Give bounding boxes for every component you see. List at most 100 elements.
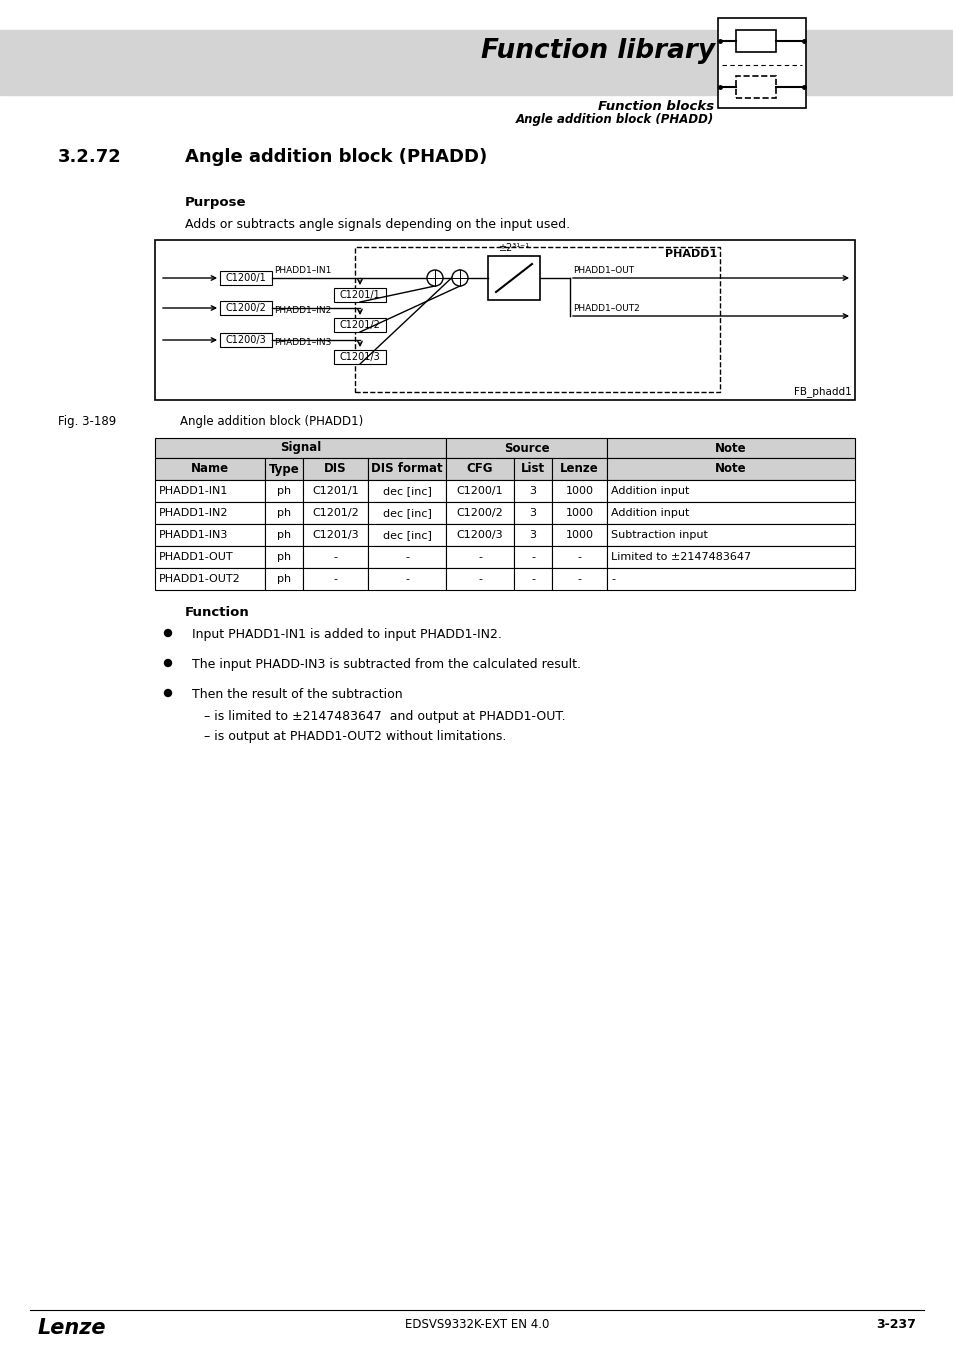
Text: Note: Note <box>715 463 746 475</box>
Text: C1200/3: C1200/3 <box>456 531 503 540</box>
Bar <box>265 502 303 524</box>
Text: 3.2.72: 3.2.72 <box>58 148 122 166</box>
Text: FB_phadd1: FB_phadd1 <box>794 386 851 397</box>
Text: C1200/2: C1200/2 <box>456 508 503 518</box>
Text: CFG: CFG <box>466 463 493 475</box>
Bar <box>446 437 606 458</box>
Bar <box>514 568 552 590</box>
Bar <box>154 524 265 545</box>
Bar <box>552 502 606 524</box>
Circle shape <box>164 629 172 636</box>
Bar <box>514 458 552 481</box>
Bar <box>368 524 446 545</box>
Text: Addition input: Addition input <box>610 486 689 495</box>
Text: C1201/2: C1201/2 <box>339 320 380 329</box>
Bar <box>514 481 552 502</box>
Bar <box>446 524 514 545</box>
Text: Function: Function <box>185 606 250 620</box>
Text: – is limited to ±2147483647  and output at PHADD1-OUT.: – is limited to ±2147483647 and output a… <box>204 710 565 724</box>
Bar <box>552 568 606 590</box>
Text: PHADD1–IN2: PHADD1–IN2 <box>274 306 331 315</box>
Text: Angle addition block (PHADD): Angle addition block (PHADD) <box>185 148 487 166</box>
Bar <box>220 333 272 347</box>
Text: The input PHADD-IN3 is subtracted from the calculated result.: The input PHADD-IN3 is subtracted from t… <box>192 657 580 671</box>
Text: Limited to ±2147483647: Limited to ±2147483647 <box>610 552 750 562</box>
Bar <box>606 458 854 481</box>
Bar <box>154 502 265 524</box>
Bar <box>154 545 265 568</box>
Text: C1201/3: C1201/3 <box>312 531 358 540</box>
Text: EDSVS9332K-EXT EN 4.0: EDSVS9332K-EXT EN 4.0 <box>404 1318 549 1331</box>
Bar <box>606 502 854 524</box>
Bar <box>303 568 368 590</box>
Text: Source: Source <box>503 441 549 455</box>
Text: C1200/1: C1200/1 <box>456 486 503 495</box>
Text: PHADD1–IN3: PHADD1–IN3 <box>274 338 331 347</box>
Text: 1000: 1000 <box>565 531 593 540</box>
Bar <box>368 568 446 590</box>
Circle shape <box>164 690 172 697</box>
Text: Lenze: Lenze <box>38 1318 107 1338</box>
Bar <box>154 240 854 400</box>
Text: ph: ph <box>276 552 291 562</box>
Bar <box>606 545 854 568</box>
Text: Then the result of the subtraction: Then the result of the subtraction <box>192 688 402 701</box>
Bar <box>368 481 446 502</box>
Bar <box>514 524 552 545</box>
Bar <box>552 458 606 481</box>
Text: C1200/3: C1200/3 <box>226 335 266 346</box>
Text: PHADD1–OUT2: PHADD1–OUT2 <box>573 304 639 313</box>
Bar <box>220 301 272 315</box>
Text: Fig. 3-189: Fig. 3-189 <box>58 414 116 428</box>
Text: dec [inc]: dec [inc] <box>382 486 431 495</box>
Bar <box>368 502 446 524</box>
Bar <box>552 545 606 568</box>
Bar <box>735 30 775 53</box>
Text: ±2³¹⁻¹: ±2³¹⁻¹ <box>497 243 529 252</box>
Text: Function library: Function library <box>480 38 714 63</box>
Bar <box>446 481 514 502</box>
Text: -: - <box>334 552 337 562</box>
Text: PHADD1–OUT: PHADD1–OUT <box>573 266 634 275</box>
Bar <box>446 458 514 481</box>
Bar <box>303 458 368 481</box>
Text: dec [inc]: dec [inc] <box>382 531 431 540</box>
Bar <box>606 481 854 502</box>
Bar <box>552 481 606 502</box>
Bar <box>265 458 303 481</box>
Text: ph: ph <box>276 508 291 518</box>
Text: PHADD1: PHADD1 <box>664 248 717 259</box>
Bar <box>0 30 953 95</box>
Text: PHADD1-IN2: PHADD1-IN2 <box>159 508 229 518</box>
Bar <box>355 247 720 392</box>
Text: 3: 3 <box>529 508 536 518</box>
Text: Input PHADD1-IN1 is added to input PHADD1-IN2.: Input PHADD1-IN1 is added to input PHADD… <box>192 628 501 641</box>
Bar <box>718 18 805 108</box>
Text: DIS: DIS <box>324 463 347 475</box>
Text: Addition input: Addition input <box>610 508 689 518</box>
Text: -: - <box>477 574 481 585</box>
Bar <box>303 524 368 545</box>
Bar <box>446 568 514 590</box>
Text: C1201/1: C1201/1 <box>312 486 358 495</box>
Text: -: - <box>610 574 615 585</box>
Text: 3-237: 3-237 <box>875 1318 915 1331</box>
Bar <box>368 458 446 481</box>
Bar <box>514 502 552 524</box>
Bar <box>265 524 303 545</box>
Text: Subtraction input: Subtraction input <box>610 531 707 540</box>
Text: – is output at PHADD1-OUT2 without limitations.: – is output at PHADD1-OUT2 without limit… <box>204 730 506 742</box>
Bar <box>334 350 386 365</box>
Text: -: - <box>477 552 481 562</box>
Text: 3: 3 <box>529 531 536 540</box>
Text: -: - <box>405 552 409 562</box>
Bar <box>334 288 386 302</box>
Text: -: - <box>334 574 337 585</box>
Text: ph: ph <box>276 574 291 585</box>
Bar <box>446 545 514 568</box>
Text: Signal: Signal <box>279 441 321 455</box>
Text: -: - <box>405 574 409 585</box>
Text: 1000: 1000 <box>565 508 593 518</box>
Bar <box>488 256 539 300</box>
Text: Function blocks: Function blocks <box>598 100 713 113</box>
